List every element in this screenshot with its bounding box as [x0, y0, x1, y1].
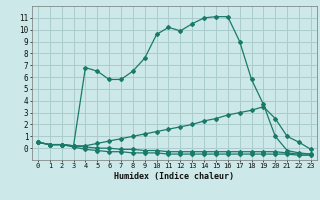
- X-axis label: Humidex (Indice chaleur): Humidex (Indice chaleur): [115, 172, 234, 181]
